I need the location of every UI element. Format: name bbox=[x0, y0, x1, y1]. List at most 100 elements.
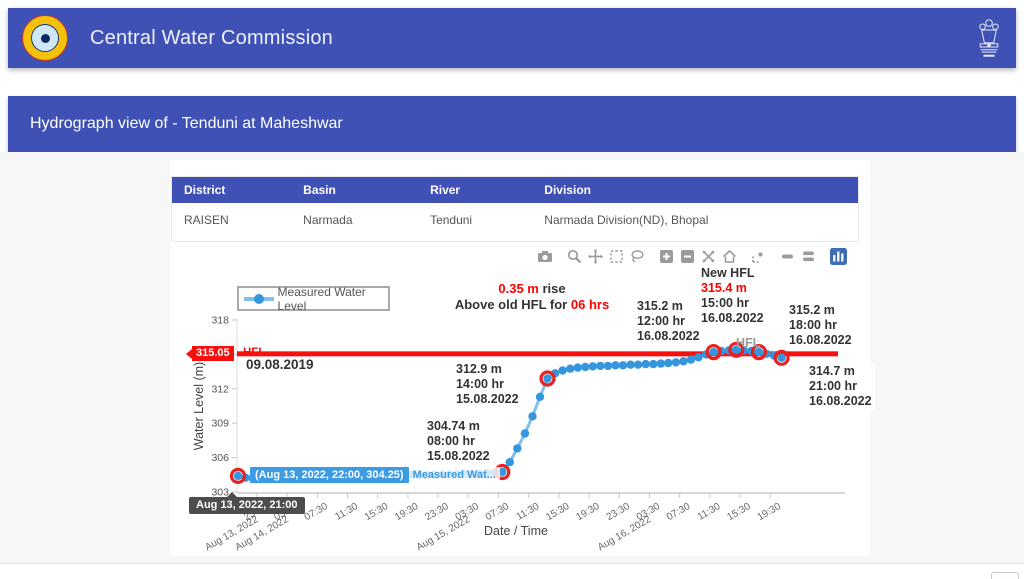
y-tick-label: 318 bbox=[211, 314, 229, 326]
series-marker bbox=[777, 353, 786, 362]
x-tick-label: 11:30 bbox=[696, 501, 723, 523]
x-tick-label: 19:30 bbox=[574, 501, 602, 523]
box-select-button[interactable] bbox=[607, 249, 626, 267]
table-cell: RAISEN bbox=[184, 213, 229, 227]
series-marker bbox=[626, 360, 635, 369]
toggle-spikelines-button[interactable] bbox=[749, 249, 768, 267]
series-marker bbox=[611, 361, 620, 370]
series-marker bbox=[649, 359, 658, 369]
x-tick-label: 07:30 bbox=[303, 501, 331, 523]
camera-icon bbox=[537, 250, 553, 267]
x-tick-label: 07:30 bbox=[665, 501, 693, 523]
series-marker bbox=[656, 359, 665, 368]
zoom-button[interactable] bbox=[565, 249, 584, 267]
series-marker bbox=[467, 469, 477, 478]
cwc-logo-icon bbox=[22, 15, 68, 61]
y-tick-label: 306 bbox=[211, 452, 229, 464]
series-marker bbox=[566, 364, 575, 373]
series-marker bbox=[498, 467, 507, 477]
corner-button[interactable] bbox=[991, 572, 1019, 579]
x-tick-label: 15:30 bbox=[725, 501, 753, 523]
series-marker bbox=[324, 472, 333, 481]
series-marker bbox=[618, 361, 628, 370]
series-marker bbox=[633, 360, 643, 369]
highlighted-point-marker bbox=[705, 344, 722, 361]
plotly-logo-button[interactable] bbox=[828, 248, 849, 268]
highlighted-point-marker bbox=[728, 341, 745, 358]
column-header-basin: Basin bbox=[291, 176, 419, 203]
compare-on-hover-icon bbox=[801, 249, 816, 267]
zoom-in-button[interactable] bbox=[657, 249, 676, 267]
series-marker bbox=[671, 358, 681, 367]
series-marker bbox=[384, 471, 394, 480]
hfl-line bbox=[237, 351, 838, 357]
plotly-modebar bbox=[170, 248, 849, 268]
series-marker bbox=[233, 471, 243, 481]
series-marker bbox=[362, 471, 371, 481]
series-marker bbox=[694, 353, 703, 362]
table-cell: Narmada bbox=[303, 213, 353, 227]
series-marker bbox=[732, 345, 741, 354]
series-marker bbox=[248, 474, 258, 483]
series-marker bbox=[430, 470, 439, 479]
series-marker bbox=[452, 470, 462, 479]
series-marker bbox=[279, 473, 288, 482]
column-header-river: River bbox=[418, 176, 533, 203]
x-tick-label: 11:30 bbox=[333, 501, 360, 523]
series-marker bbox=[558, 366, 567, 375]
pan-button[interactable] bbox=[586, 249, 605, 267]
footer bbox=[0, 564, 1024, 579]
series-marker bbox=[754, 347, 764, 357]
autoscale-icon bbox=[701, 249, 716, 267]
highlighted-point-marker bbox=[773, 349, 790, 366]
zoom-out-button[interactable] bbox=[678, 249, 697, 267]
lasso-select-button[interactable] bbox=[628, 249, 647, 267]
series-marker bbox=[588, 362, 597, 371]
series-marker bbox=[520, 429, 530, 438]
station-table: District Basin River Division RAISEN Narmada… bbox=[171, 176, 859, 242]
series-marker bbox=[513, 444, 522, 453]
zoom-icon bbox=[567, 249, 582, 267]
reset-axes-button[interactable] bbox=[720, 249, 739, 267]
station-table-header-row: District Basin River Division bbox=[171, 176, 859, 203]
series-marker bbox=[369, 471, 379, 481]
series-marker bbox=[271, 473, 280, 482]
series-marker bbox=[331, 472, 341, 481]
series-marker bbox=[603, 361, 613, 371]
camera-button[interactable] bbox=[535, 249, 555, 267]
y-axis-title: Water Level (m) bbox=[192, 362, 206, 450]
highlighted-point-marker bbox=[750, 344, 768, 361]
app-title: Central Water Commission bbox=[90, 26, 334, 49]
series-marker bbox=[392, 471, 401, 480]
series-marker bbox=[437, 470, 447, 479]
compare-on-hover-button[interactable] bbox=[799, 249, 818, 267]
station-table-row: RAISEN Narmada Tenduni Narmada Division(ND)… bbox=[172, 203, 859, 242]
lasso-select-icon bbox=[630, 249, 645, 267]
table-cell: Narmada Division(ND), Bhopal bbox=[544, 213, 709, 227]
show-closest-on-hover-button[interactable] bbox=[778, 249, 797, 267]
plotly-logo-icon bbox=[830, 248, 847, 268]
series-marker bbox=[573, 363, 582, 372]
highlighted-point-marker bbox=[539, 370, 556, 387]
autoscale-button[interactable] bbox=[699, 249, 718, 267]
legend-label: Measured Water Level bbox=[277, 284, 366, 313]
series-marker bbox=[407, 470, 416, 479]
series-marker bbox=[460, 469, 469, 478]
series-marker bbox=[316, 472, 326, 482]
series-marker bbox=[256, 474, 265, 483]
legend-item-measured-water-level[interactable]: Measured Water Level bbox=[237, 284, 390, 313]
legend-line-marker-icon bbox=[244, 293, 274, 304]
series-marker bbox=[581, 362, 590, 372]
column-header-district: District bbox=[171, 176, 292, 203]
x-tick-label: 23:30 bbox=[423, 501, 451, 523]
x-tick-label: 19:30 bbox=[756, 501, 784, 523]
app-header: Central Water Commission bbox=[8, 8, 1016, 68]
zoom-in-icon bbox=[659, 249, 674, 267]
series-marker bbox=[528, 412, 537, 421]
table-cell: Tenduni bbox=[430, 213, 473, 227]
y-tick-label: 312 bbox=[211, 383, 229, 395]
series-marker bbox=[339, 472, 348, 481]
